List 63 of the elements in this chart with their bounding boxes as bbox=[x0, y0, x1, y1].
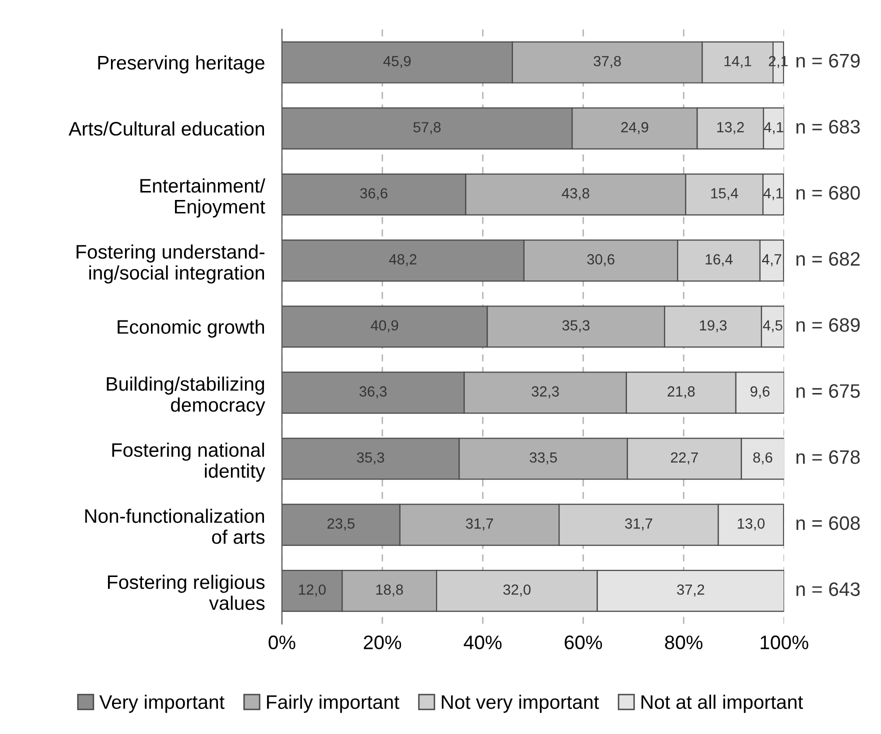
data-label: 43,8 bbox=[562, 188, 590, 200]
text: n = 675 bbox=[796, 384, 860, 398]
data-label: 14,1 bbox=[724, 56, 752, 68]
y-tick-label: Building/stabilizing democracy bbox=[106, 376, 266, 416]
data-label: 40,9 bbox=[370, 320, 398, 332]
x-tick-label: 0% bbox=[268, 636, 296, 650]
data-label: 37,8 bbox=[594, 56, 621, 68]
legend-label: Very important bbox=[99, 694, 224, 713]
text: n = 682 bbox=[796, 252, 860, 266]
data-label: 4,1 bbox=[763, 188, 783, 200]
data-label: 18,8 bbox=[376, 584, 403, 597]
data-label: 22,7 bbox=[670, 452, 698, 464]
data-label: 24,9 bbox=[621, 122, 648, 134]
x-tick-label: 40% bbox=[464, 636, 502, 650]
data-label: 8,6 bbox=[753, 452, 772, 464]
data-label: 33,5 bbox=[530, 452, 557, 464]
data-label: 35,3 bbox=[562, 320, 590, 332]
data-label: 35,3 bbox=[356, 452, 384, 464]
data-label: 13,2 bbox=[717, 122, 744, 134]
legend-label: Not very important bbox=[442, 694, 599, 713]
data-label: 19,3 bbox=[700, 320, 727, 332]
data-label: 36,6 bbox=[360, 188, 388, 200]
data-label: 32,3 bbox=[532, 386, 559, 398]
x-tick-label: 60% bbox=[564, 636, 602, 650]
data-label: 23,5 bbox=[327, 518, 355, 530]
y-tick-label: Arts/Cultural education bbox=[68, 121, 264, 136]
y-tick-label: Non-functionalization of arts bbox=[85, 508, 265, 544]
y-tick-label: Preserving heritage bbox=[98, 55, 264, 74]
text: n = 683 bbox=[796, 120, 860, 134]
x-tick-label: 20% bbox=[364, 636, 402, 650]
legend-label: Fairly important bbox=[267, 694, 400, 713]
data-label: 4,7 bbox=[762, 254, 782, 266]
text: n = 608 bbox=[796, 516, 860, 530]
data-label: 31,7 bbox=[466, 518, 493, 530]
data-label: 57,8 bbox=[413, 122, 441, 134]
data-label: 12,0 bbox=[298, 584, 326, 597]
text: n = 643 bbox=[796, 582, 860, 596]
text: n = 680 bbox=[796, 186, 860, 200]
y-tick-label: Economic growth bbox=[118, 320, 264, 338]
data-label: 4,5 bbox=[762, 320, 782, 332]
data-label: 13,0 bbox=[738, 518, 765, 530]
data-label: 9,6 bbox=[750, 386, 770, 398]
data-label: 37,2 bbox=[677, 584, 704, 597]
text: n = 679 bbox=[796, 54, 860, 68]
data-label: 21,8 bbox=[668, 386, 695, 398]
data-label: 45,9 bbox=[383, 56, 411, 68]
data-label: 16,4 bbox=[706, 254, 733, 266]
data-label: 32,0 bbox=[503, 584, 531, 597]
data-label: 48,2 bbox=[389, 254, 416, 266]
x-tick-label: 100% bbox=[760, 636, 808, 650]
data-label: 15,4 bbox=[711, 188, 738, 200]
data-label: 31,7 bbox=[625, 518, 652, 530]
y-tick-label: Fostering national identity bbox=[112, 442, 266, 482]
legend-label: Not at all important bbox=[642, 694, 803, 713]
data-label: 36,3 bbox=[359, 386, 387, 398]
data-label: 30,6 bbox=[587, 254, 614, 266]
y-tick-label: Fostering religious values bbox=[108, 574, 265, 610]
y-tick-label: Entertainment/ Enjoyment bbox=[140, 178, 266, 218]
text: n = 689 bbox=[796, 318, 860, 332]
text: n = 678 bbox=[796, 450, 860, 464]
data-label: 4,1 bbox=[764, 122, 784, 134]
y-tick-label: Fostering understand- ing/social integration bbox=[76, 244, 264, 284]
x-tick-label: 80% bbox=[665, 636, 702, 650]
